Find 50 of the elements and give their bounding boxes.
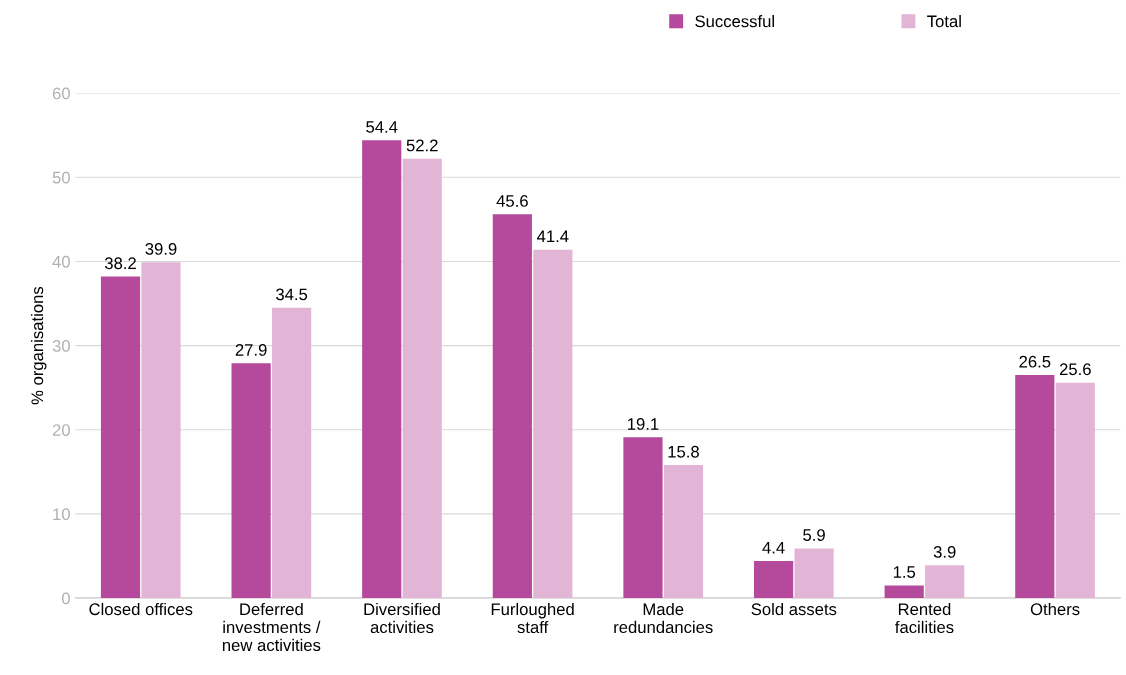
bar <box>623 437 663 599</box>
bar <box>231 363 271 599</box>
y-tick-label: 30 <box>52 340 70 352</box>
x-tick-label: Furloughed staff <box>491 602 574 634</box>
data-label: 39.9 <box>145 243 177 255</box>
y-tick-label: 50 <box>52 171 70 184</box>
x-tick-label: Sold assets <box>751 602 837 616</box>
data-label: 52.2 <box>406 139 438 152</box>
y-axis-title: % organisations <box>30 286 47 405</box>
bar <box>100 276 141 599</box>
bar <box>533 249 573 599</box>
x-tick-label: Deferred investments / new activities <box>222 602 321 652</box>
x-tick-label: Closed offices <box>89 602 193 616</box>
bar <box>402 158 442 599</box>
bar <box>753 561 794 599</box>
x-tick-label: Diversified activities <box>364 602 440 634</box>
bar <box>362 140 402 599</box>
y-tick-label: 20 <box>52 424 70 436</box>
data-label: 54.4 <box>366 121 398 133</box>
data-label: 45.6 <box>496 195 528 207</box>
data-label: 27.9 <box>235 344 267 356</box>
data-label: 3.9 <box>933 545 956 558</box>
data-label: 41.4 <box>537 230 569 243</box>
bar <box>925 565 965 599</box>
x-tick-label: Made redundancies <box>614 602 713 634</box>
data-label: 19.1 <box>628 418 659 430</box>
bar <box>492 214 532 599</box>
y-tick-label: 40 <box>52 255 70 268</box>
bar <box>884 585 924 599</box>
bar <box>141 262 181 599</box>
data-label: 34.5 <box>276 288 308 301</box>
data-label: 25.6 <box>1059 363 1091 376</box>
data-label: 4.4 <box>762 541 785 554</box>
data-label: 26.5 <box>1019 355 1051 368</box>
data-label: 1.5 <box>893 566 916 578</box>
y-tick-label: 0 <box>61 592 70 605</box>
data-label: 5.9 <box>803 529 825 541</box>
x-tick-label: Others <box>1030 602 1080 616</box>
data-label: 38.2 <box>104 257 136 270</box>
x-tick-label: Rented facilities <box>895 602 954 634</box>
bar <box>663 465 704 599</box>
bar <box>272 307 312 599</box>
legend-label: Total <box>927 15 961 28</box>
bar <box>1015 375 1055 599</box>
data-label: 15.8 <box>668 445 699 458</box>
y-tick-label: 60 <box>52 87 70 100</box>
bar <box>1055 382 1095 599</box>
bar <box>794 548 834 599</box>
y-tick-label: 10 <box>53 508 70 521</box>
legend-label: Successful <box>695 15 774 28</box>
